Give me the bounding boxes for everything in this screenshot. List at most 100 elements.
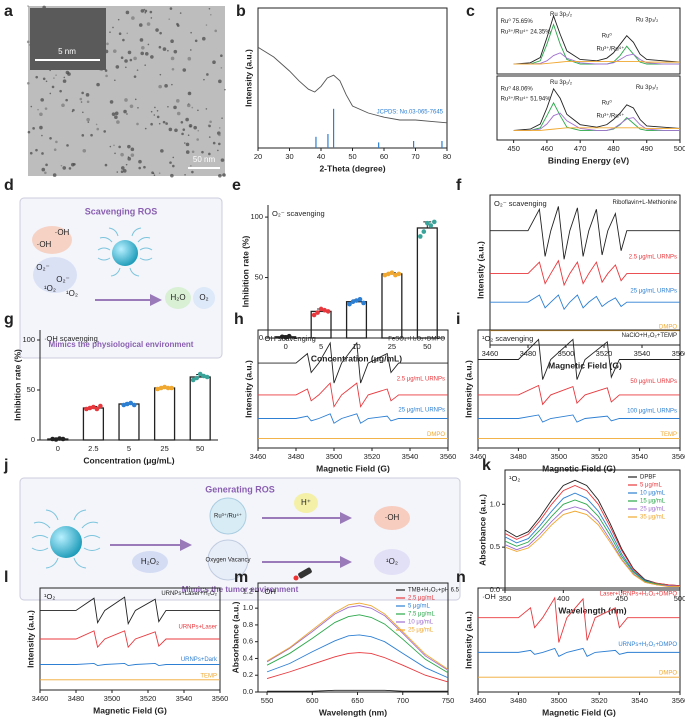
texture-dot [186,103,191,108]
y-tick-label: 0.4 [243,653,253,662]
texture-dot [173,105,177,110]
texture-dot [220,67,223,69]
condition-bubble [294,493,318,513]
x-tick-label: 3480 [510,452,527,461]
laser-dot [293,575,299,581]
texture-dot [127,144,131,149]
x-tick-label: 30 [285,152,293,161]
texture-dot [140,51,145,56]
x-tick-label: 3520 [596,349,613,358]
texture-dot [146,22,151,26]
texture-dot [42,77,46,81]
texture-dot [218,173,222,178]
texture-dot [171,83,173,86]
plot-frame [257,329,449,449]
x-tick-label: 25 [160,444,168,453]
texture-dot [205,108,208,110]
x-tick-label: 20 [254,152,262,161]
chart-title: O₂⁻ scavenging [494,199,547,208]
texture-dot [112,49,117,53]
product-label: ·OH [385,513,400,522]
texture-dot [32,127,35,130]
x-axis-label: Magnetic Field (G) [316,463,390,473]
annotation: Ru⁰ [602,99,613,106]
ros-bubble [32,226,72,254]
legend-label: TMB+H₂O₂+pH 6.5 [408,588,460,594]
series-line [266,602,449,670]
data-point [283,335,289,340]
texture-dot [217,149,219,152]
y-tick-label: 0.0 [243,687,253,696]
series-line [258,413,448,424]
plot-frame [496,75,681,141]
texture-dot [150,110,153,113]
texture-dot [118,32,122,36]
texture-dot [105,74,108,78]
x-tick-label: 3560 [440,452,457,461]
data-point [389,270,395,276]
x-tick-label: 10 [352,342,360,351]
series-line [267,689,448,692]
texture-dot [193,125,197,130]
panel-letter: i [456,311,460,328]
data-point [57,436,62,441]
product-bubble [165,287,191,309]
texture-dot [126,32,129,35]
texture-dot [218,142,221,146]
x-axis-label: Magnetic Field (G) [542,463,616,473]
texture-dot [112,26,114,29]
series-line [490,206,680,260]
texture-dot [160,149,164,153]
texture-dot [136,69,139,71]
texture-dot [171,67,175,71]
texture-dot [55,74,57,76]
x-axis-label: Wavelength (nm) [319,707,387,717]
texture-dot [130,153,135,157]
x-tick-label: 3500 [550,696,567,705]
bar [345,301,368,339]
texture-dot [154,106,156,109]
texture-dot [196,138,199,141]
panel-letter: a [4,3,13,20]
series-label: Riboflavin+L-Methionine [612,200,677,206]
series-line [258,382,448,408]
texture-dot [162,120,166,124]
diagram-title: Scavenging ROS [85,206,158,216]
legend-label: 2.5 μg/mL [408,596,435,602]
chart-title: ·OH [262,587,276,596]
x-tick-label: 3540 [176,694,193,703]
annotation: Ru³⁺/Ru⁴⁺ 24.35% [501,28,552,35]
texture-dot [113,144,115,147]
texture-dot [164,84,168,88]
texture-dot [114,111,119,116]
texture-dot [96,82,100,87]
texture-dot [158,122,161,125]
x-tick-label: 2.5 [88,444,98,453]
data-point [50,436,55,442]
texture-dot [45,80,48,83]
texture-dot [144,52,149,56]
x-axis-label: Magnetic Field (G) [548,360,622,370]
texture-dot [62,166,67,170]
texture-dot [220,158,225,162]
y-axis-label: Inhibition rate (%) [12,349,22,421]
texture-dot [109,31,111,34]
texture-dot [162,47,167,51]
texture-dot [139,38,144,42]
x-tick-label: 500 [674,594,685,603]
texture-dot [167,49,169,52]
data-point [347,301,352,307]
texture-dot [125,10,130,15]
texture-dot [65,70,70,75]
reference-label: JCPDS: No.03-065-7645 [377,110,444,116]
texture-dot [137,106,139,109]
x-tick-label: 25 [388,342,396,351]
texture-dot [130,147,135,152]
texture-dot [207,124,210,127]
texture-dot [127,157,132,161]
texture-dot [209,120,212,124]
series-line [504,499,681,588]
series-label: DMPO [427,432,445,438]
series-line [513,87,681,131]
texture-dot [104,163,108,167]
